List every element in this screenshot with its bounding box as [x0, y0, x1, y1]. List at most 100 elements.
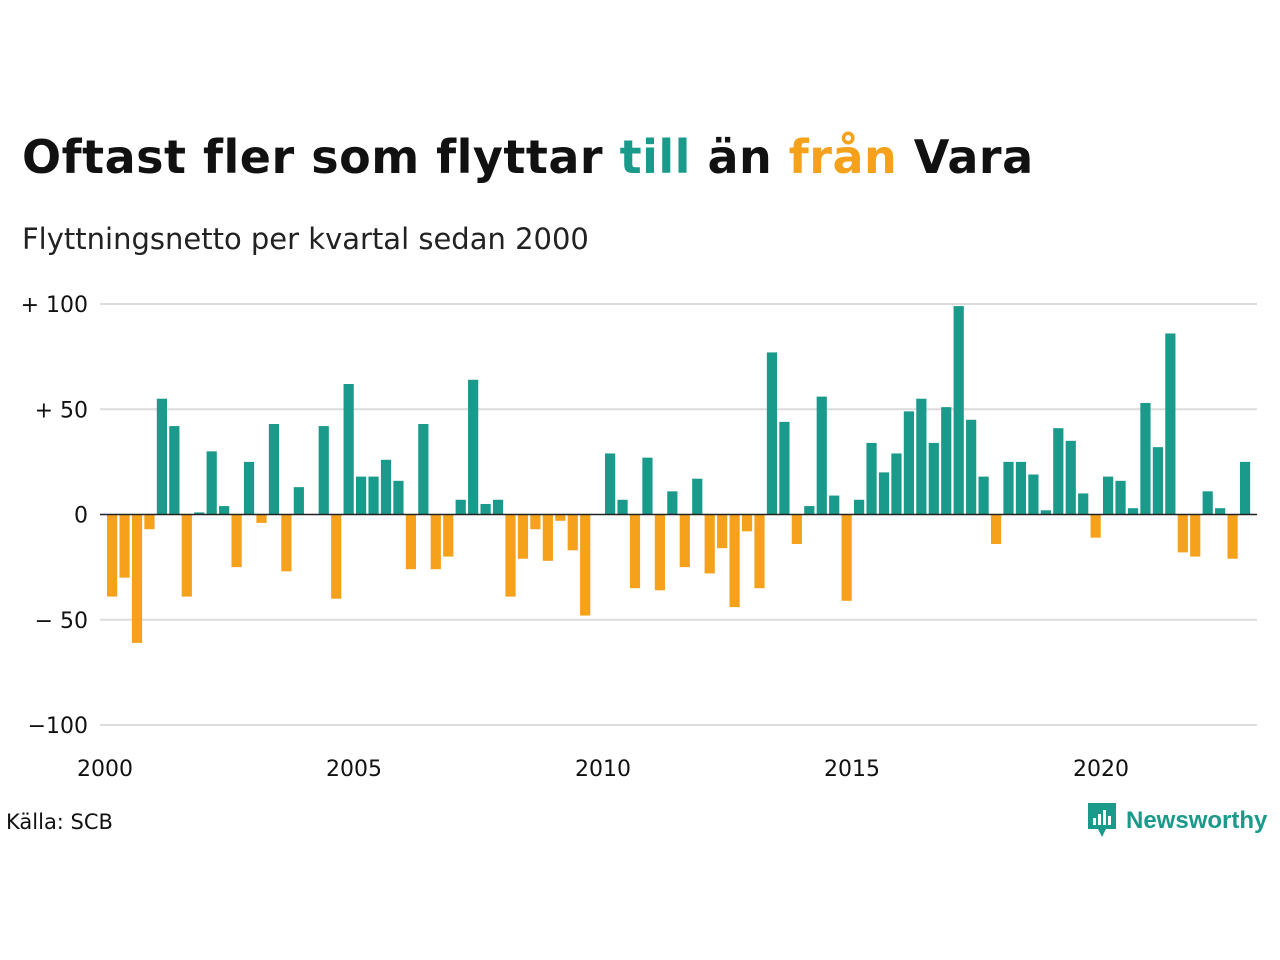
y-tick-label: + 100	[21, 293, 88, 318]
bar	[891, 453, 902, 515]
bar	[829, 495, 840, 515]
bar	[492, 499, 504, 515]
bar	[1015, 461, 1027, 515]
title-part-3: Vara	[913, 130, 1034, 184]
x-tick-label: 2010	[575, 757, 631, 782]
bar	[854, 499, 865, 515]
bar	[206, 451, 217, 515]
bar	[941, 407, 952, 515]
bar	[418, 423, 429, 515]
bar	[156, 398, 167, 515]
bar	[704, 514, 715, 574]
y-tick-label: + 50	[35, 398, 88, 423]
bar	[1078, 493, 1089, 515]
bar	[617, 499, 628, 515]
bar	[878, 472, 890, 515]
bar	[1127, 508, 1139, 515]
bar	[966, 419, 977, 515]
bar	[517, 514, 529, 559]
bar	[443, 514, 454, 557]
title-part-1: Oftast fler som flyttar	[22, 130, 604, 184]
bar	[978, 476, 989, 515]
bar	[1065, 440, 1076, 515]
bar	[505, 514, 516, 597]
bar	[219, 506, 230, 515]
grid-lines	[100, 303, 1257, 726]
bar	[654, 514, 665, 591]
bar	[766, 352, 778, 515]
bar	[542, 514, 553, 561]
bar	[368, 476, 379, 515]
bar	[468, 379, 479, 515]
bar	[816, 396, 827, 515]
bar	[1103, 476, 1114, 515]
bar	[356, 476, 367, 515]
bar	[903, 411, 914, 515]
bars	[107, 306, 1251, 643]
bar	[144, 514, 155, 530]
bar	[107, 514, 118, 597]
bar	[1040, 510, 1051, 515]
bar	[243, 461, 255, 515]
bar	[580, 514, 591, 616]
y-axis-ticks: + 100 + 50 0 − 50 −100	[21, 293, 88, 739]
bar	[231, 514, 242, 568]
bar	[1239, 461, 1251, 515]
bar	[779, 421, 790, 515]
title-highlight-fran: från	[788, 130, 898, 184]
bar	[667, 491, 678, 515]
bar	[455, 499, 466, 515]
bar	[1227, 514, 1238, 559]
bar	[1215, 508, 1226, 515]
bar	[1165, 333, 1176, 515]
bar	[293, 487, 304, 515]
bar	[530, 514, 541, 530]
title-part-2: än	[707, 130, 773, 184]
bar	[1177, 514, 1188, 553]
bar	[131, 514, 143, 643]
chart-title: Oftast fler som flyttar till än från Var…	[22, 130, 1034, 184]
bar	[692, 478, 703, 515]
bar	[555, 514, 566, 521]
y-tick-label: − 50	[35, 609, 88, 634]
bar	[1140, 402, 1151, 515]
bar	[194, 512, 205, 515]
bar	[405, 514, 416, 570]
bar	[1190, 514, 1201, 557]
brand-name: Newsworthy	[1126, 807, 1268, 834]
bar	[754, 514, 765, 589]
bar	[1115, 480, 1126, 515]
newsworthy-logo: Newsworthy	[1088, 803, 1267, 839]
bar	[841, 514, 852, 601]
bar	[990, 514, 1002, 544]
bar	[629, 514, 641, 589]
source-note: Källa: SCB	[6, 810, 113, 834]
bar	[866, 442, 877, 515]
bar	[181, 514, 192, 597]
bar	[741, 514, 753, 532]
bar	[1152, 447, 1163, 515]
bar	[953, 306, 964, 515]
bar	[480, 503, 491, 515]
bar	[791, 514, 802, 544]
bar	[1028, 474, 1039, 515]
bar	[169, 426, 180, 515]
bar	[380, 459, 392, 515]
y-tick-label: −100	[28, 714, 88, 739]
bar	[119, 514, 130, 578]
bar	[717, 514, 728, 549]
bar	[1003, 461, 1014, 515]
bar	[268, 423, 280, 515]
bar	[430, 514, 441, 570]
bar	[1090, 514, 1101, 538]
bar	[331, 514, 342, 599]
bar	[916, 398, 927, 515]
bar	[605, 453, 616, 515]
bar-chart-speech-icon	[1088, 803, 1116, 837]
y-tick-label: 0	[74, 504, 88, 529]
bar	[1053, 428, 1064, 515]
x-tick-label: 2005	[326, 757, 382, 782]
x-tick-label: 2015	[824, 757, 880, 782]
bar	[393, 480, 404, 515]
bar	[1202, 491, 1213, 515]
